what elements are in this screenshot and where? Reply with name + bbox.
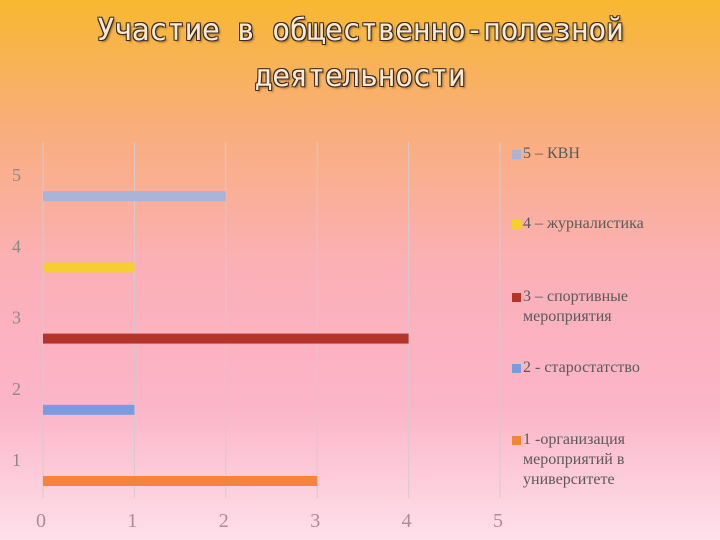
legend-label-1: 1 -организация мероприятий в университет… bbox=[523, 431, 626, 488]
x-tick-label-0: 0 bbox=[36, 510, 46, 532]
legend-label-5: 5 – КВН bbox=[523, 145, 580, 162]
x-tick-label-1: 1 bbox=[127, 510, 137, 532]
x-tick-label-5: 5 bbox=[493, 510, 503, 532]
legend-item-2: 2 - старостатство bbox=[512, 358, 712, 378]
legend-swatch-5 bbox=[512, 150, 521, 159]
legend-swatch-3 bbox=[512, 293, 521, 302]
legend-swatch-1 bbox=[512, 436, 521, 445]
y-tick-label-2: 2 bbox=[12, 379, 21, 399]
bar-category-4 bbox=[43, 262, 135, 273]
legend-item-1: 1 -организация мероприятий в университет… bbox=[512, 430, 677, 490]
bar-category-3 bbox=[43, 333, 409, 344]
legend-item-5: 5 – КВН bbox=[512, 144, 712, 164]
bar-category-5 bbox=[43, 191, 226, 202]
y-tick-label-1: 1 bbox=[12, 450, 21, 470]
legend-label-2: 2 - старостатство bbox=[523, 359, 640, 376]
chart-title-line1: Участие в общественно-полезной bbox=[96, 13, 624, 48]
x-tick-label-4: 4 bbox=[402, 510, 412, 532]
x-tick-label-2: 2 bbox=[219, 510, 229, 532]
bar-category-2 bbox=[43, 404, 135, 415]
legend-item-4: 4 – журналистика bbox=[512, 214, 712, 234]
legend-label-4: 4 – журналистика bbox=[523, 215, 644, 232]
chart-title: Участие в общественно-полезной деятельно… bbox=[60, 8, 660, 100]
bar-category-1 bbox=[43, 476, 318, 486]
y-tick-label-3: 3 bbox=[12, 308, 21, 328]
legend-label-3: 3 – спортивные мероприятия bbox=[523, 288, 628, 325]
y-tick-label-5: 5 bbox=[12, 165, 21, 185]
y-tick-label-4: 4 bbox=[12, 236, 21, 256]
x-tick-label-3: 3 bbox=[310, 510, 320, 532]
legend-swatch-2 bbox=[512, 364, 521, 373]
legend-swatch-4 bbox=[512, 220, 521, 229]
legend-item-3: 3 – спортивные мероприятия bbox=[512, 287, 672, 327]
chart-title-line2: деятельности bbox=[254, 59, 466, 94]
